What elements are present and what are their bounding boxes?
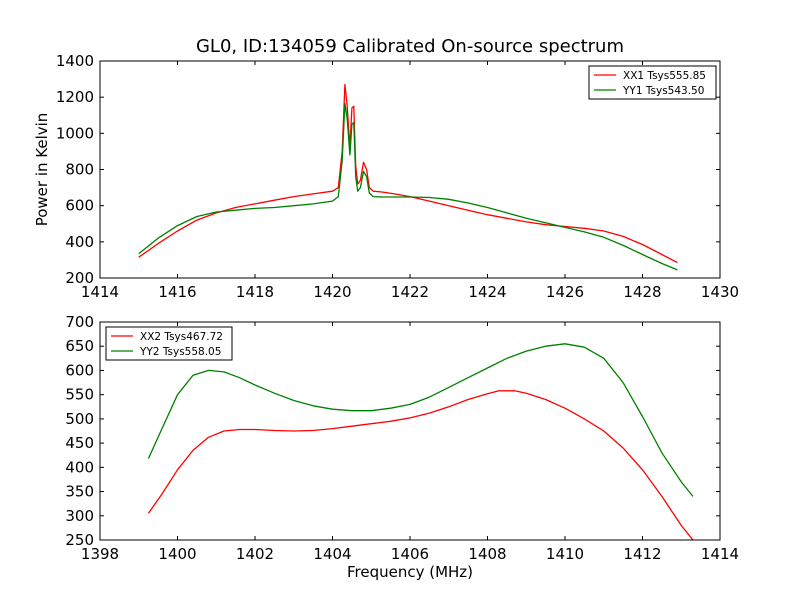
y-tick-label: 550 (65, 386, 94, 404)
x-tick-label: 1428 (623, 283, 661, 301)
series-line-1-2 (138, 102, 678, 271)
x-tick-label: 1424 (468, 283, 506, 301)
y-tick-label: 1000 (56, 124, 94, 142)
legend: XX2 Tsys467.72 YY2 Tsys558.05 (105, 326, 233, 361)
x-tick-label: 1410 (546, 545, 584, 563)
y-tick-label: 600 (65, 361, 94, 379)
legend-label: YY2 Tsys558.05 (139, 346, 221, 358)
x-tick-label: 1402 (236, 545, 274, 563)
x-tick-label: 1426 (546, 283, 584, 301)
legend-label: YY1 Tsys543.50 (622, 85, 704, 97)
x-tick-label: 1430 (701, 283, 739, 301)
legend: XX1 Tsys555.85 YY1 Tsys543.50 (588, 65, 717, 100)
y-tick-label: 250 (65, 531, 94, 549)
x-tick-label: 1400 (158, 545, 196, 563)
y-tick-label: 450 (65, 434, 94, 452)
series-line-2-1 (147, 390, 694, 541)
legend-label: XX1 Tsys555.85 (623, 70, 706, 82)
x-tick-label: 1414 (701, 545, 739, 563)
y-tick-label: 300 (65, 507, 94, 525)
x-tick-label: 1404 (313, 545, 351, 563)
y-tick-label: 350 (65, 483, 94, 501)
legend-box (105, 326, 233, 361)
y-tick-label: 700 (65, 313, 94, 331)
y-tick-label: 600 (65, 197, 94, 215)
subplot-1: 1414 1416 1418 1420 1422 1424 1426 1428 1430 200 4… (33, 52, 739, 301)
x-axis-label: Frequency (MHz) (347, 563, 473, 581)
x-tick-label: 1418 (236, 283, 274, 301)
figure-title: GL0, ID:134059 Calibrated On-source spec… (196, 36, 624, 57)
x-tick-label: 1408 (468, 545, 506, 563)
y-tick-label: 500 (65, 410, 94, 428)
y-tick-label: 200 (65, 269, 94, 287)
y-tick-label: 650 (65, 337, 94, 355)
y-tick-label: 1400 (56, 52, 94, 70)
legend-label: XX2 Tsys467.72 (140, 331, 223, 343)
y-tick-label: 400 (65, 233, 94, 251)
y-tick-label: 800 (65, 161, 94, 179)
subplot-2: 1398 1400 1402 1404 1406 1408 1410 1412 1414 250 3… (65, 313, 739, 581)
legend-box (588, 65, 717, 100)
x-tick-label: 1412 (623, 545, 661, 563)
y-axis-label: Power in Kelvin (33, 113, 51, 227)
series-line-2-2 (147, 343, 694, 497)
y-tick-label: 400 (65, 458, 94, 476)
x-tick-label: 1414 (81, 283, 119, 301)
x-tick-label: 1422 (391, 283, 429, 301)
x-tick-label: 1420 (313, 283, 351, 301)
x-tick-label: 1398 (81, 545, 119, 563)
x-tick-label: 1416 (158, 283, 196, 301)
y-tick-label: 1200 (56, 88, 94, 106)
x-tick-label: 1406 (391, 545, 429, 563)
subplots: 1414 1416 1418 1420 1422 1424 1426 1428 1430 200 4… (33, 52, 739, 581)
series-line-1-1 (138, 83, 678, 264)
